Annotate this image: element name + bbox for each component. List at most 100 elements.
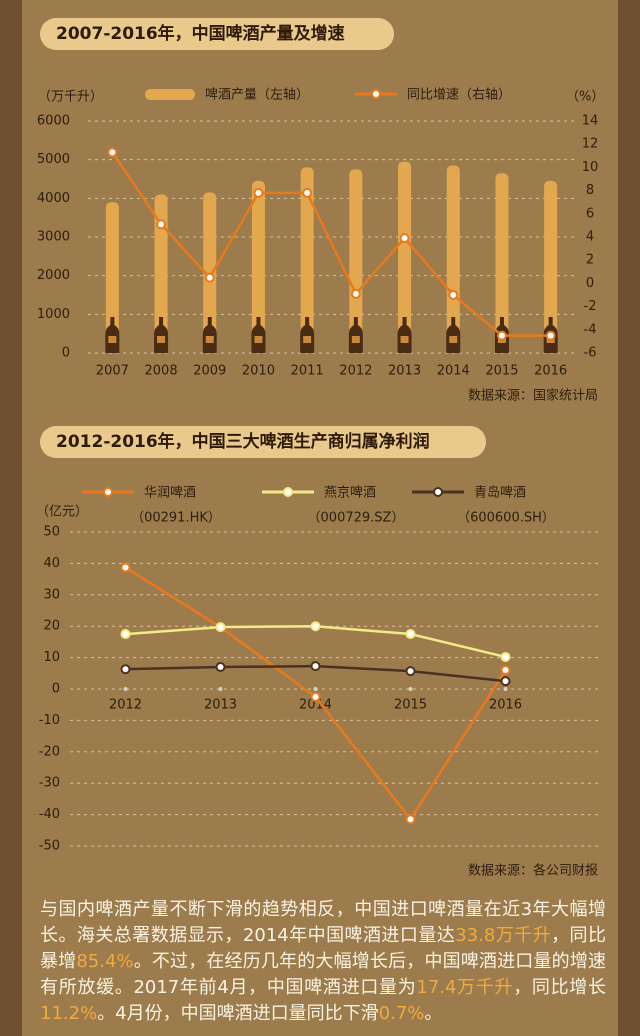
y2-tick-label: 4 (586, 230, 594, 245)
bottle-icon (202, 317, 217, 353)
x-tick-label: 2016 (489, 698, 522, 713)
legend-label: 燕京啤酒 (324, 486, 376, 501)
legend-swatch (103, 487, 113, 497)
y2-tick-label: -6 (584, 346, 597, 361)
point (500, 665, 511, 676)
source: 数据来源：国家统计局 (468, 388, 598, 404)
text: 。4月份，中国啤酒进口量同比下滑 (97, 1003, 379, 1024)
point (545, 330, 556, 341)
x-tick-label: 2012 (109, 698, 142, 713)
bar (495, 173, 509, 353)
point (302, 187, 313, 198)
y-tick-label: 30 (43, 587, 60, 602)
line (111, 151, 551, 337)
chart-title: 2007-2016年，中国啤酒产量及增速 (56, 23, 345, 44)
point (120, 629, 131, 640)
y-tick-label: 20 (43, 619, 60, 634)
y-tick-label: 6000 (37, 114, 70, 129)
y-tick-label: 50 (43, 525, 60, 540)
legend-swatch (145, 89, 195, 100)
bottle-icon (397, 317, 412, 353)
y-tick-label: 0 (62, 346, 70, 361)
x-tick-dot (408, 687, 413, 691)
x-tick-label: 2011 (291, 364, 324, 379)
text: ，同比增长 (513, 977, 606, 998)
bar (251, 180, 265, 353)
legend-label: 啤酒产量（左轴） (205, 88, 309, 103)
point (215, 662, 226, 673)
y-axis-label: （万千升） (38, 90, 103, 105)
bar (544, 180, 558, 353)
x-tick-label: 2013 (204, 698, 237, 713)
y-tick-label: -20 (39, 744, 60, 759)
x-tick-label: 2012 (339, 364, 372, 379)
point (120, 562, 131, 573)
bottle-label (449, 336, 458, 343)
y-tick-label: -30 (39, 776, 60, 791)
highlight-text: 17.4万千升 (416, 977, 514, 998)
charts: 2007-2016年，中国啤酒产量及增速 2012-2016年，中国三大啤酒生产… (36, 18, 604, 879)
text: 。 (424, 1003, 443, 1024)
x-tick-dot (218, 687, 223, 691)
point (399, 233, 410, 244)
bottle-label (108, 336, 117, 343)
y2-tick-label: 6 (586, 206, 594, 221)
y2-tick-label: 12 (582, 137, 599, 152)
highlight-text: 11.2% (40, 1003, 98, 1024)
legend-label: 同比增速（右轴） (407, 88, 511, 103)
point (405, 814, 416, 825)
x-tick-label: 2015 (394, 698, 427, 713)
point (253, 187, 264, 198)
bottle-icon (105, 317, 120, 353)
y2-axis-label: （%） (566, 90, 604, 105)
legend-code: （00291.HK） (131, 511, 221, 526)
y-tick-label: 1000 (37, 307, 70, 322)
point (107, 147, 118, 158)
chart-title: 2012-2016年，中国三大啤酒生产商归属净利润 (56, 431, 430, 452)
point (310, 621, 321, 632)
y-tick-label: -50 (39, 839, 60, 854)
y-axis-label: （亿元） (36, 505, 88, 520)
y2-tick-label: 14 (582, 114, 599, 129)
legend-swatch (371, 89, 381, 99)
point (496, 330, 507, 341)
text: 与国内啤酒产量不断下滑的趋势相反，中国进口啤酒量在近3年大幅增长。海关总署数据显… (40, 899, 606, 946)
text: 。不过，在经历几年的大幅增长后，中国啤酒进口量的增速有所放缓。2017年前4月，… (40, 951, 606, 998)
bottle-label (400, 336, 409, 343)
point (500, 651, 511, 662)
point (310, 661, 321, 672)
bottle-label (205, 336, 214, 343)
point (405, 629, 416, 640)
bar (398, 161, 412, 353)
y2-tick-label: 0 (586, 276, 594, 291)
x-tick-label: 2015 (485, 364, 518, 379)
y2-tick-label: 10 (582, 160, 599, 175)
bottle-label (303, 336, 312, 343)
legend-swatch (283, 487, 293, 497)
bar (446, 165, 460, 353)
x-tick-label: 2008 (145, 364, 178, 379)
legend-code: （000729.SZ） (308, 511, 405, 526)
point (405, 666, 416, 677)
bar (349, 169, 363, 353)
x-tick-dot (313, 687, 318, 691)
y-tick-label: -10 (39, 713, 60, 728)
point (448, 290, 459, 300)
x-tick-label: 2013 (388, 364, 421, 379)
x-tick-dot (123, 687, 128, 691)
source: 数据来源：各公司财报 (468, 863, 598, 879)
point (350, 288, 361, 299)
bottle-label (157, 336, 166, 343)
y-tick-label: 10 (43, 650, 60, 665)
bottle-icon (251, 317, 266, 353)
bar (154, 194, 168, 353)
title-pill (40, 426, 486, 458)
legend-swatch (433, 487, 443, 497)
text: ，同比暴增 (40, 925, 607, 972)
bar (105, 202, 119, 353)
bottle-icon (446, 317, 461, 353)
x-tick-label: 2007 (96, 364, 129, 379)
y2-tick-label: -2 (584, 299, 597, 314)
point (500, 676, 511, 687)
